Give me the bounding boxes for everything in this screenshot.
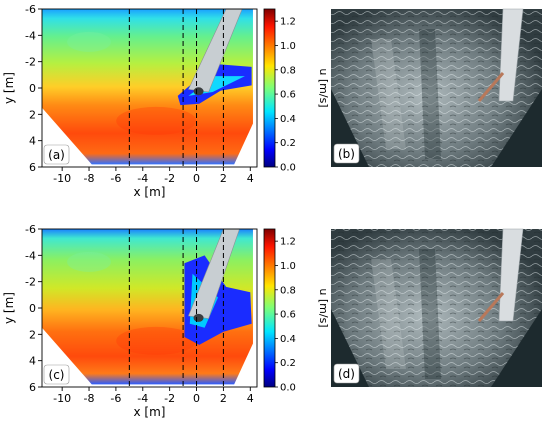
- colorbar-tick-label: 1.2: [280, 17, 296, 28]
- x-tick-label: -6: [110, 392, 121, 405]
- x-tick-label: 0: [193, 392, 200, 405]
- colorbar-tick-label: 0.4: [280, 114, 296, 125]
- panel-d: (d): [331, 228, 542, 387]
- colorbar-label: u [m/s]: [317, 288, 330, 327]
- y-tick-label: 4: [29, 355, 36, 368]
- colorbar-tick-label: 0.2: [280, 138, 296, 149]
- water-ripples: [331, 9, 542, 167]
- velocity-field: [42, 9, 253, 165]
- y-tick-label: -2: [25, 276, 36, 289]
- flow-streak: [371, 259, 406, 369]
- y-axis-label: y [m]: [2, 292, 16, 324]
- colorbar-tick-label: 0.4: [280, 334, 296, 345]
- pole: [498, 8, 524, 102]
- field-patch: [67, 251, 112, 272]
- x-tick-label: 2: [220, 392, 227, 405]
- colorbar-tick-label: 0.8: [280, 285, 296, 296]
- panel-label: (c): [49, 368, 65, 382]
- flow-streak: [371, 39, 406, 149]
- rod: [477, 292, 505, 322]
- colorbar-tick-label: 0.2: [280, 358, 296, 369]
- x-tick-label: 0: [193, 172, 200, 185]
- x-tick-label: 4: [247, 392, 254, 405]
- colorbar-tick-label: 1.0: [280, 261, 296, 272]
- y-tick-label: -6: [25, 223, 36, 236]
- x-tick-label: -2: [164, 172, 175, 185]
- panel-label: (d): [338, 367, 355, 381]
- x-tick-label: -4: [137, 392, 148, 405]
- panel-label-box: [333, 143, 360, 164]
- y-axis-label: y [m]: [2, 72, 16, 104]
- field-patch: [116, 326, 197, 355]
- pole: [498, 228, 524, 322]
- colorbar-tick-label: 0.0: [280, 383, 296, 394]
- panel-b: (b): [331, 8, 542, 167]
- y-tick-label: -4: [25, 249, 36, 262]
- field-patch: [67, 31, 112, 52]
- colorbar: [263, 8, 276, 168]
- y-tick-label: -6: [25, 3, 36, 16]
- y-tick-label: 0: [29, 82, 36, 95]
- pole-base: [193, 313, 204, 322]
- y-tick-label: -4: [25, 29, 36, 42]
- colorbar-tick-label: 0.6: [280, 310, 296, 321]
- panel-label-box: [333, 363, 360, 384]
- x-tick-label: 4: [247, 172, 254, 185]
- panel-label-box: [43, 144, 70, 165]
- x-tick-label: -4: [137, 172, 148, 185]
- y-tick-label: 4: [29, 135, 36, 148]
- x-axis-label: x [m]: [134, 405, 166, 419]
- x-tick-label: 2: [220, 172, 227, 185]
- x-tick-label: -8: [84, 172, 95, 185]
- colorbar-tick-label: 0.0: [280, 163, 296, 174]
- x-tick-label: -8: [84, 392, 95, 405]
- water-ripples: [331, 229, 542, 387]
- panel-a: -10 -8 -6 -4 -2 0 2 4 -6 -4 -2 0 2 4 6 x [m] y [m] (a) 0.0…: [2, 3, 330, 199]
- flow-streak: [419, 249, 441, 379]
- y-tick-label: -2: [25, 56, 36, 69]
- field-patch: [116, 106, 197, 135]
- x-axis-label: x [m]: [134, 185, 166, 199]
- x-tick-label: -6: [110, 172, 121, 185]
- y-tick-label: 2: [29, 328, 36, 341]
- colorbar-tick-label: 1.0: [280, 41, 296, 52]
- panel-label: (b): [338, 147, 355, 161]
- y-tick-label: 0: [29, 302, 36, 315]
- pole-base: [193, 87, 204, 96]
- x-tick-label: -10: [53, 172, 71, 185]
- x-tick-label: -2: [164, 392, 175, 405]
- x-tick-label: -10: [53, 392, 71, 405]
- colorbar-tick-label: 0.6: [280, 90, 296, 101]
- colorbar-label: u [m/s]: [317, 68, 330, 107]
- panel-label: (a): [48, 148, 65, 162]
- panel-label-box: [43, 364, 70, 385]
- colorbar: [263, 228, 276, 388]
- flow-streak: [419, 29, 441, 159]
- rod: [477, 72, 505, 102]
- y-tick-label: 6: [29, 161, 36, 174]
- y-tick-label: 6: [29, 381, 36, 394]
- colorbar-tick-label: 1.2: [280, 237, 296, 248]
- panel-c: -10 -8 -6 -4 -2 0 2 4 -6 -4 -2 0 2 4 6 x [m] y [m] (c) 0.0…: [2, 223, 330, 419]
- colorbar-tick-label: 0.8: [280, 65, 296, 76]
- y-tick-label: 2: [29, 108, 36, 121]
